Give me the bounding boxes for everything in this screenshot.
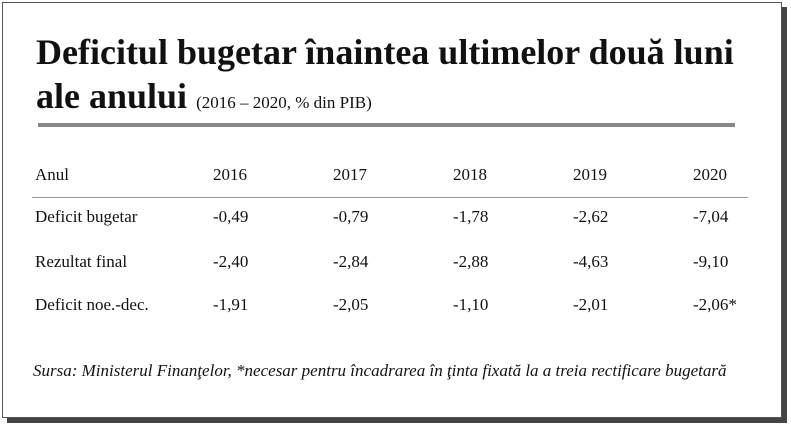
title-block: Deficitul bugetar înaintea ultimelor dou… — [36, 30, 751, 125]
header-rule — [32, 197, 748, 198]
table-cell: -0,79 — [333, 207, 369, 226]
table-cell: -2,88 — [453, 252, 489, 271]
column-header: 2016 — [213, 165, 247, 184]
table-cell: -2,06* — [693, 295, 737, 314]
table-cell: -2,05 — [333, 295, 369, 314]
table-cell: -4,63 — [573, 252, 609, 271]
table-cell: -9,10 — [693, 252, 729, 271]
row-label: Rezultat final — [35, 252, 128, 271]
table-cell: -2,01 — [573, 295, 609, 314]
frame — [2, 2, 782, 418]
column-header: Anul — [35, 165, 69, 184]
table-cell: -1,10 — [453, 295, 489, 314]
column-header: 2017 — [333, 165, 367, 184]
row-label: Deficit noe.-dec. — [35, 295, 149, 314]
title: Deficitul bugetar înaintea ultimelor dou… — [36, 32, 734, 116]
column-header: 2019 — [573, 165, 607, 184]
table-cell: -2,40 — [213, 252, 249, 271]
table-cell: -0,49 — [213, 207, 249, 226]
column-header: 2018 — [453, 165, 487, 184]
table-cell: -1,91 — [213, 295, 249, 314]
table-cell: -7,04 — [693, 207, 729, 226]
table-cell: -2,84 — [333, 252, 369, 271]
row-label: Deficit bugetar — [35, 207, 138, 226]
table-cell: -1,78 — [453, 207, 489, 226]
table-cell: -2,62 — [573, 207, 609, 226]
subtitle: (2016 – 2020, % din PIB) — [196, 93, 372, 112]
source-note: Sursa: Ministerul Finanţelor, *necesar p… — [33, 361, 727, 380]
column-header: 2020 — [693, 165, 727, 184]
title-rule — [38, 123, 735, 127]
